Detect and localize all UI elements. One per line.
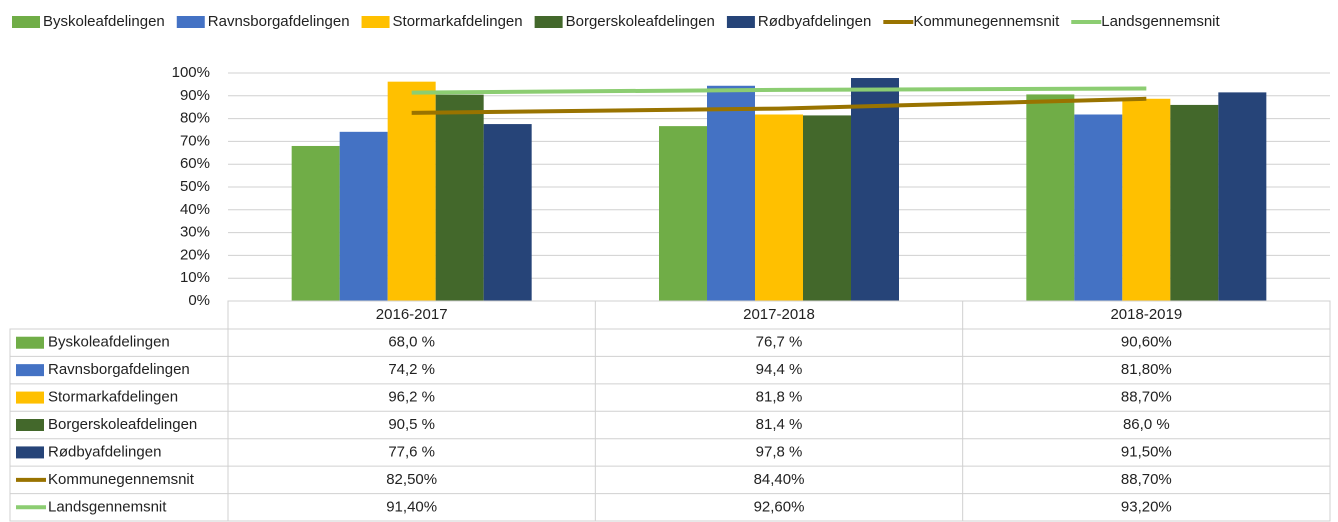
table-cell: 97,8 % — [756, 443, 803, 460]
bar — [291, 145, 340, 301]
legend-label: Stormarkafdelingen — [393, 13, 523, 30]
y-tick-label: 60% — [180, 155, 210, 172]
table-cell: 84,40% — [754, 471, 805, 488]
table-cell: 74,2 % — [388, 361, 435, 378]
bar — [803, 115, 851, 302]
table-cell: 94,4 % — [756, 361, 803, 378]
bar — [387, 81, 436, 301]
table-key — [16, 336, 44, 349]
bar — [1122, 98, 1171, 301]
bar — [707, 85, 755, 301]
table-cell: 81,8 % — [756, 389, 803, 406]
table-cell: 91,50% — [1121, 443, 1172, 460]
bar — [339, 131, 388, 301]
y-tick-label: 40% — [180, 201, 210, 218]
table-cell: 96,2 % — [388, 389, 435, 406]
table-key — [16, 419, 44, 431]
y-tick-label: 30% — [180, 224, 210, 241]
table-key — [16, 391, 44, 404]
table-cell: 91,40% — [386, 498, 437, 515]
bar — [1218, 92, 1267, 301]
table-cell: 81,80% — [1121, 361, 1172, 378]
legend-label: Rødbyafdelingen — [758, 13, 871, 30]
y-tick-label: 80% — [180, 110, 210, 127]
table-cell: 77,6 % — [388, 443, 435, 460]
table-row-label: Stormarkafdelingen — [48, 389, 178, 406]
y-tick-label: 100% — [172, 64, 210, 81]
legend-key — [726, 16, 755, 28]
bar — [659, 126, 707, 302]
table-cell: 90,5 % — [388, 416, 435, 433]
table-cell: 92,60% — [754, 498, 805, 515]
table-cell: 93,20% — [1121, 498, 1172, 515]
table-key — [16, 364, 44, 377]
table-cell: 68,0 % — [388, 334, 435, 351]
bar — [851, 78, 899, 302]
legend-key — [361, 16, 390, 28]
legend-label: Landsgennemsnit — [1101, 13, 1220, 30]
bar — [1026, 94, 1075, 301]
table-row-label: Landsgennemsnit — [48, 498, 167, 515]
table-row-label: Ravnsborgafdelingen — [48, 361, 190, 378]
table-cell: 90,60% — [1121, 334, 1172, 351]
table-row-label: Kommunegennemsnit — [48, 471, 195, 488]
y-tick-label: 50% — [180, 178, 210, 195]
bar — [1170, 104, 1219, 301]
y-tick-label: 70% — [180, 132, 210, 149]
table-row-label: Byskoleafdelingen — [48, 334, 170, 351]
table-header: 2016-2017 — [376, 306, 448, 323]
table-cell: 88,70% — [1121, 389, 1172, 406]
table-cell: 81,4 % — [756, 416, 803, 433]
line — [411, 96, 1147, 115]
table-cell: 88,70% — [1121, 471, 1172, 488]
legend-label: Borgerskoleafdelingen — [566, 13, 715, 30]
table-cell: 86,0 % — [1123, 416, 1170, 433]
table-cell: 76,7 % — [756, 334, 803, 351]
bar — [755, 114, 803, 301]
table-row-label: Rødbyafdelingen — [48, 443, 161, 460]
table-border — [9, 328, 1331, 522]
legend-label: Byskoleafdelingen — [43, 13, 165, 30]
y-tick-label: 90% — [180, 87, 210, 104]
table-key — [16, 446, 44, 459]
bar — [435, 94, 484, 301]
bar — [1074, 114, 1123, 301]
table-header: 2017-2018 — [743, 306, 815, 323]
bar — [483, 124, 532, 302]
y-tick-label: 0% — [188, 292, 210, 309]
legend-key — [534, 16, 563, 28]
table-row-label: Borgerskoleafdelingen — [48, 416, 197, 433]
y-tick-label: 20% — [180, 246, 210, 263]
legend-key — [12, 16, 40, 28]
line — [411, 86, 1147, 95]
legend-label: Kommunegennemsnit — [913, 13, 1060, 30]
table-cell: 82,50% — [386, 471, 437, 488]
y-tick-label: 10% — [180, 269, 210, 286]
table-header: 2018-2019 — [1110, 306, 1182, 323]
legend-key — [176, 16, 205, 28]
legend-label: Ravnsborgafdelingen — [208, 13, 350, 30]
